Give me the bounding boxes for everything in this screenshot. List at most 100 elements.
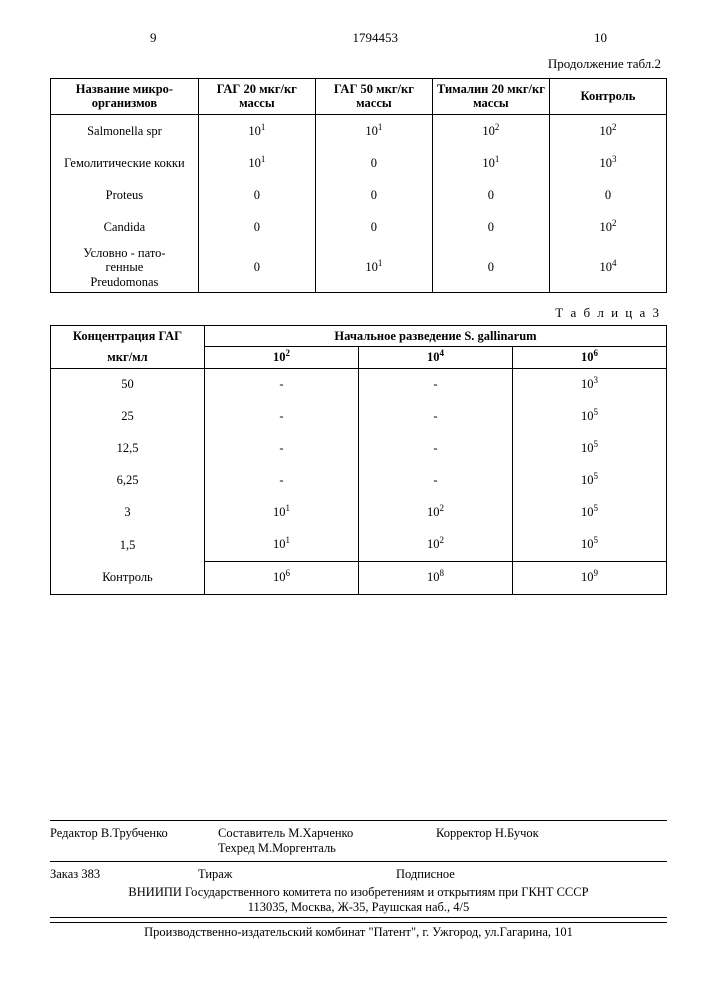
- table2-timalin: 102: [432, 114, 549, 147]
- table2-timalin: 101: [432, 147, 549, 179]
- techred-label: Техред: [218, 841, 255, 855]
- table2-row: Candida000102: [51, 211, 667, 243]
- cell-exp: 1: [286, 503, 291, 513]
- cell-base: 10: [365, 260, 378, 274]
- cell-base: 10: [599, 260, 612, 274]
- table3-row: 6,25--105: [51, 465, 667, 497]
- cell-base: 10: [581, 409, 594, 423]
- table2-gag50: 0: [315, 179, 432, 211]
- table2-row: Salmonella spr101101102102: [51, 114, 667, 147]
- table3-d4: 108: [359, 561, 513, 594]
- table3-conc: Контроль: [51, 561, 205, 594]
- cell-base: 10: [273, 505, 286, 519]
- cell-base: 10: [427, 505, 440, 519]
- d6-base: 10: [581, 350, 594, 364]
- cell-value: 0: [371, 156, 377, 170]
- table2-row: Proteus0000: [51, 179, 667, 211]
- cell-exp: 2: [612, 121, 617, 131]
- tirazh-label: Тираж: [198, 867, 378, 882]
- cell-base: 10: [248, 124, 261, 138]
- table3-d6: 105: [513, 433, 667, 465]
- table3-d2: 101: [205, 529, 359, 562]
- table3-row: 50--103: [51, 368, 667, 401]
- table3-d2: -: [205, 465, 359, 497]
- cell-base: 10: [273, 570, 286, 584]
- cell-exp: 9: [594, 568, 599, 578]
- cell-base: 10: [365, 124, 378, 138]
- cell-value: 0: [488, 220, 494, 234]
- table3-d6: 105: [513, 401, 667, 433]
- cell-exp: 1: [378, 121, 383, 131]
- cell-base: 10: [273, 537, 286, 551]
- table3-d2: -: [205, 401, 359, 433]
- table3-caption: Т а б л и ц а 3: [50, 305, 661, 321]
- cell-exp: 6: [286, 568, 291, 578]
- pub-credits-row: Редактор В.Трубченко Составитель М.Харче…: [50, 823, 667, 859]
- cell-base: 10: [599, 220, 612, 234]
- cell-exp: 5: [594, 439, 599, 449]
- table3-d6: 105: [513, 497, 667, 529]
- table2-gag20: 0: [198, 211, 315, 243]
- table3-row: 1,5101102105: [51, 529, 667, 562]
- table3-d2: 106: [205, 561, 359, 594]
- cell-exp: 5: [594, 407, 599, 417]
- cell-base: 10: [581, 570, 594, 584]
- cell-exp: 5: [594, 535, 599, 545]
- cell-base: 10: [581, 377, 594, 391]
- editor-name: В.Трубченко: [101, 826, 168, 840]
- compiler-label: Составитель: [218, 826, 285, 840]
- table2-row: Гемолитические кокки1010101103: [51, 147, 667, 179]
- table2-organism: Гемолитические кокки: [51, 147, 199, 179]
- cell-base: 10: [581, 537, 594, 551]
- cell-exp: 2: [440, 503, 445, 513]
- table3-d4: -: [359, 433, 513, 465]
- cell-value: -: [433, 441, 437, 455]
- cell-value: -: [433, 377, 437, 391]
- col-right-num: 10: [594, 30, 607, 46]
- podpis-label: Подписное: [396, 867, 667, 882]
- table2-organism: Salmonella spr: [51, 114, 199, 147]
- table3-conc: 1,5: [51, 529, 205, 562]
- cell-base: 10: [427, 537, 440, 551]
- cell-value: -: [279, 409, 283, 423]
- table2-gag20: 101: [198, 114, 315, 147]
- table2-gag50: 101: [315, 114, 432, 147]
- table2-h-organism: Название микро- организмов: [51, 79, 199, 115]
- table2-h-gag50: ГАГ 50 мкг/кг массы: [315, 79, 432, 115]
- cell-value: -: [433, 409, 437, 423]
- table2-control: 102: [549, 211, 666, 243]
- table3-d4: 102: [359, 529, 513, 562]
- cell-base: 10: [248, 156, 261, 170]
- corrector-label: Корректор: [436, 826, 492, 840]
- table3-d6: 105: [513, 465, 667, 497]
- editor-label: Редактор: [50, 826, 98, 840]
- cell-base: 10: [482, 124, 495, 138]
- d4-exp: 4: [440, 348, 445, 358]
- cell-base: 10: [581, 473, 594, 487]
- table2-control: 102: [549, 114, 666, 147]
- table2-gag20: 0: [198, 243, 315, 293]
- cell-value: 0: [488, 260, 494, 274]
- table2-control: 103: [549, 147, 666, 179]
- table2-timalin: 0: [432, 243, 549, 293]
- table2-gag50: 0: [315, 147, 432, 179]
- table3-d6: 103: [513, 368, 667, 401]
- table2-h-timalin: Тималин 20 мкг/кг массы: [432, 79, 549, 115]
- cell-exp: 5: [594, 471, 599, 481]
- table3-conc: 3: [51, 497, 205, 529]
- d6-exp: 6: [594, 348, 599, 358]
- cell-exp: 2: [495, 121, 500, 131]
- cell-exp: 8: [440, 568, 445, 578]
- doc-number: 1794453: [353, 30, 399, 46]
- table3-d2: -: [205, 368, 359, 401]
- cell-value: 0: [605, 188, 611, 202]
- address-line: 113035, Москва, Ж-35, Раушская наб., 4/5: [50, 900, 667, 915]
- table3-h-d6: 106: [513, 347, 667, 368]
- cell-exp: 3: [612, 153, 617, 163]
- table3-d2: 101: [205, 497, 359, 529]
- cell-value: -: [279, 377, 283, 391]
- table2-control: 0: [549, 179, 666, 211]
- cell-value: 0: [254, 188, 260, 202]
- table3: Концентрация ГАГ Начальное разведение S.…: [50, 325, 667, 595]
- cell-value: -: [279, 473, 283, 487]
